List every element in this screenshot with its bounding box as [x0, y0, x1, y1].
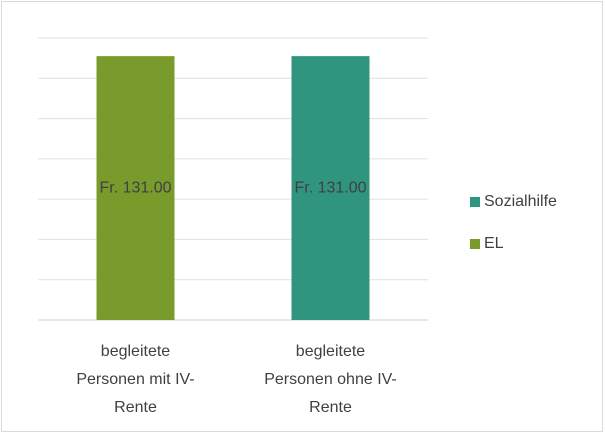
- bar: [291, 56, 370, 320]
- bar: [96, 56, 175, 320]
- legend-label: Sozialhilfe: [484, 193, 557, 210]
- data-label: Fr. 131.00: [294, 179, 366, 196]
- x-tick-label: begleitete Personen mit IV-Rente: [76, 343, 195, 416]
- legend-swatch: [470, 239, 480, 249]
- legend-label: EL: [484, 235, 504, 252]
- data-label: Fr. 131.00: [99, 179, 171, 196]
- x-tick-label: begleitete Personen ohne IV-Rente: [264, 343, 397, 416]
- legend-swatch: [470, 197, 480, 207]
